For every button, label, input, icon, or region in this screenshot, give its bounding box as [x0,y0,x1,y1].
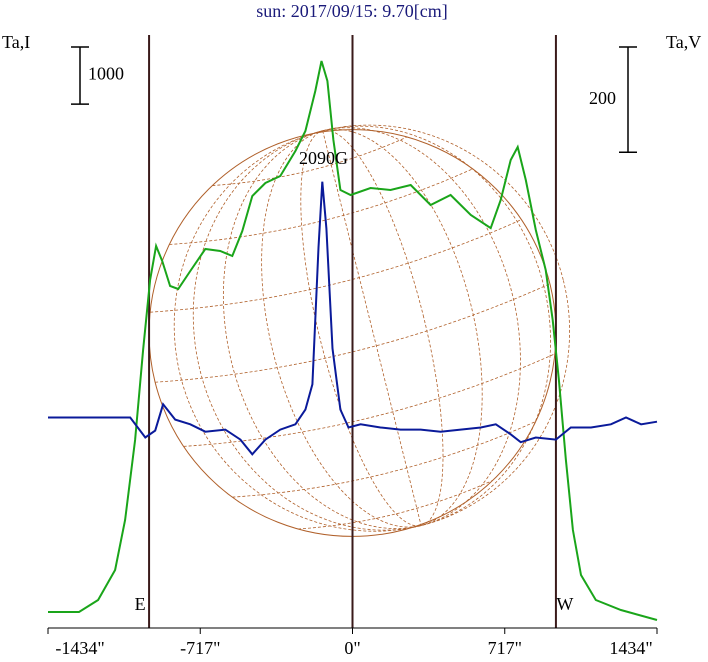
annotation: E [135,594,146,614]
y-axis-label: Ta,I [2,32,30,52]
x-tick-label: 1434" [609,638,652,658]
grid-curve [150,219,522,313]
grid-curve [261,128,483,528]
scale-label: 1000 [88,64,124,84]
grid-curve [300,129,444,527]
data-line [48,181,658,456]
x-tick-label: 717" [488,638,522,658]
sun-grid [150,124,570,532]
grid-curve [169,168,473,245]
chart-title: sun: 2017/09/15: 9.70[cm] [256,1,448,21]
x-tick-label: -717" [180,638,220,658]
grid-curve [155,283,551,383]
grid-curve [322,130,422,526]
annotation: 2090G [299,148,348,168]
annotation: W [556,594,573,614]
data-line [48,60,658,621]
grid-curve [183,353,556,447]
x-tick-label: -1434" [55,638,104,658]
grid-curve [173,124,570,532]
y2-axis-label: Ta,V [666,32,701,52]
grid-curve [212,136,408,186]
grid-curve [232,421,536,498]
grid-curve [222,127,521,530]
grid-curve [192,125,551,531]
x-tick-label: 0" [344,638,360,658]
scale-label: 200 [589,88,616,108]
grid-curve [297,480,493,530]
